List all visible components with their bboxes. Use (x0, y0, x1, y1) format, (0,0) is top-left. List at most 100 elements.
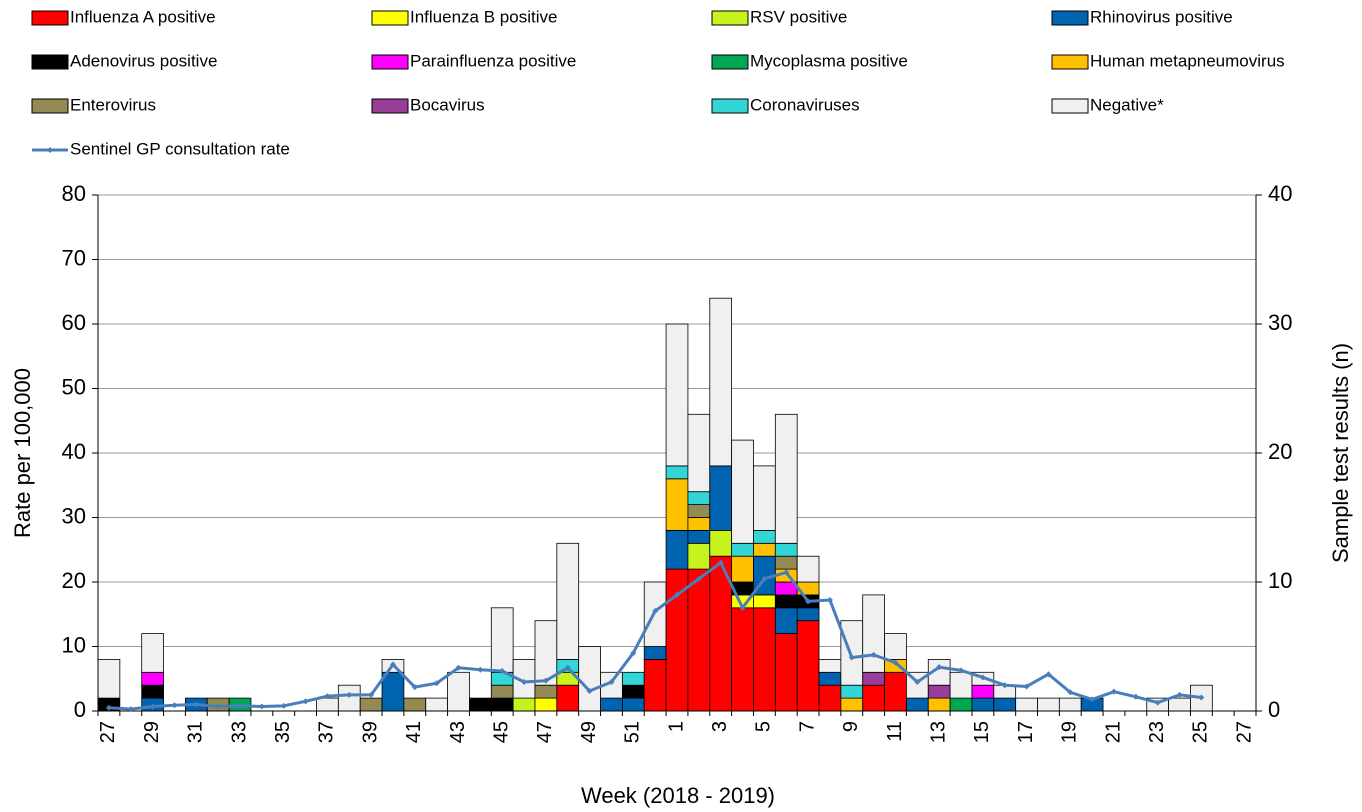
rate-marker (193, 701, 200, 708)
rate-marker (346, 691, 353, 698)
x-tick-label: 37 (316, 721, 338, 743)
bar-segment (927, 697, 951, 712)
x-tick-label: 3 (709, 721, 731, 732)
bar-segment (796, 607, 820, 622)
rate-marker (411, 684, 418, 691)
legend-swatch (711, 54, 749, 70)
rate-marker (783, 569, 790, 576)
x-tick-label: 27 (1233, 721, 1255, 743)
legend-label: Influenza A positive (70, 7, 216, 26)
x-tick-label: 33 (228, 721, 250, 743)
bar-segment (141, 671, 164, 686)
bar-segment (971, 697, 995, 712)
x-axis-title: Week (2018 - 2019) (581, 783, 775, 808)
bar-segment (774, 594, 798, 609)
legend-swatch (371, 54, 409, 70)
bar-segment (731, 607, 754, 712)
x-tick-label: 1 (665, 721, 687, 732)
rate-marker (149, 703, 156, 710)
bar-segment (687, 491, 711, 506)
rate-marker (1110, 688, 1117, 695)
bar-segment (906, 697, 929, 712)
bar-segment (971, 684, 995, 699)
x-tick-label: 27 (97, 721, 119, 743)
bar-segment (731, 439, 754, 544)
x-tick-label: 7 (796, 721, 818, 732)
bar-segment (884, 633, 907, 660)
bar-segment (687, 568, 711, 712)
rate-marker (936, 664, 943, 671)
bar-segment (490, 697, 514, 712)
rate-marker (127, 706, 134, 713)
rate-marker (389, 661, 396, 668)
bar-segment (949, 697, 973, 712)
y-tick-label: 60 (62, 310, 86, 335)
bar-segment (1058, 697, 1082, 712)
bar-segment (862, 594, 885, 673)
bar-segment (556, 684, 580, 712)
bar-segment (490, 684, 514, 699)
bar-segment (687, 530, 711, 544)
bar-segment (753, 594, 776, 609)
bar-segment (753, 465, 776, 531)
bar-segment (774, 633, 798, 712)
bar-segment (753, 542, 776, 557)
x-tick-label: 49 (578, 721, 600, 743)
bar-segment (949, 671, 973, 699)
rate-marker (892, 659, 899, 666)
rate-marker (1067, 689, 1074, 696)
x-tick-label: 9 (840, 721, 862, 732)
rate-marker (848, 654, 855, 661)
legend-swatch (31, 54, 69, 70)
legend-label: Rhinovirus positive (1090, 7, 1233, 26)
rate-marker (652, 608, 659, 615)
legend-label: Mycoplasma positive (750, 51, 908, 70)
legend-label: Parainfluenza positive (410, 51, 576, 70)
y2-tick-label: 40 (1268, 181, 1292, 206)
legend-label: Adenovirus positive (70, 51, 217, 70)
rate-marker (302, 698, 309, 705)
x-tick-label: 25 (1190, 721, 1212, 743)
legend-label: Enterovirus (70, 95, 156, 114)
bar-segment (709, 297, 733, 467)
rate-marker (586, 688, 593, 695)
bar-segment (753, 530, 776, 544)
rate-marker (477, 666, 484, 673)
bar-segment (97, 659, 121, 699)
bar-segment (774, 555, 798, 570)
bar-segment (687, 542, 711, 570)
bar-segment (731, 555, 754, 583)
bar-segment (643, 659, 667, 712)
x-tick-label: 13 (927, 721, 949, 743)
bar-segment (665, 530, 689, 570)
bar-segment (1168, 697, 1191, 712)
bar-segment (381, 671, 405, 712)
x-tick-label: 5 (753, 721, 775, 732)
rate-marker (674, 591, 680, 598)
rate-marker (761, 575, 768, 582)
bar-segment (643, 646, 667, 660)
rate-marker (979, 674, 986, 681)
legend-swatch (1051, 98, 1089, 114)
rate-marker (826, 597, 833, 604)
legend-label: RSV positive (750, 7, 847, 26)
bar-segment (490, 607, 514, 673)
rate-marker (368, 691, 375, 698)
rate-marker (499, 668, 506, 675)
y2-tick-label: 30 (1268, 310, 1292, 335)
rate-marker (171, 702, 178, 709)
bar-segment (818, 659, 842, 673)
bar-segment (600, 697, 623, 712)
rate-marker (215, 703, 222, 710)
bar-segment (621, 697, 645, 712)
rate-marker (455, 664, 462, 671)
x-tick-label: 51 (622, 721, 644, 743)
rate-marker (1132, 693, 1139, 700)
legend-label: Sentinel GP consultation rate (70, 139, 290, 158)
rate-marker (1023, 683, 1030, 690)
legend-swatch (371, 98, 409, 114)
legend-label: Human metapneumovirus (1090, 51, 1285, 70)
legend-label: Coronaviruses (750, 95, 860, 114)
x-tick-label: 39 (359, 721, 381, 743)
bar-segment (862, 671, 885, 686)
